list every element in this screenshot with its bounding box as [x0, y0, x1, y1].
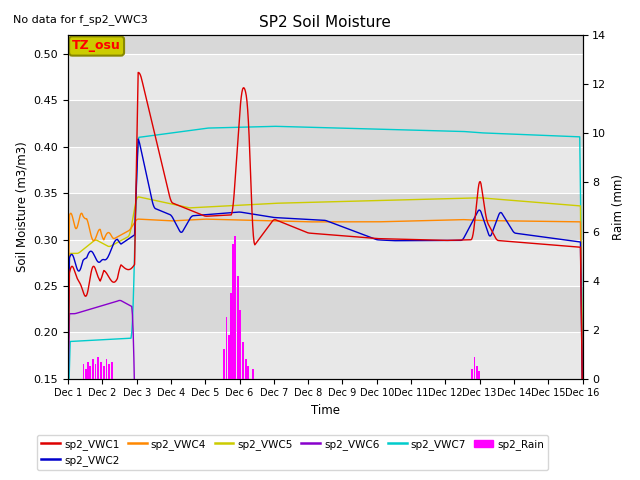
Bar [85, 369, 87, 379]
Bar [87, 361, 89, 379]
Bar [234, 237, 236, 379]
Bar [474, 357, 476, 379]
Bar [83, 364, 84, 379]
Y-axis label: Soil Moisture (m3/m3): Soil Moisture (m3/m3) [15, 142, 28, 273]
Y-axis label: Raim (mm): Raim (mm) [612, 174, 625, 240]
Bar [223, 349, 225, 379]
Bar [244, 359, 246, 379]
Bar [100, 361, 102, 379]
Bar [478, 372, 480, 379]
Bar [97, 357, 99, 379]
Legend: sp2_VWC1, sp2_VWC2, sp2_VWC4, sp2_VWC5, sp2_VWC6, sp2_VWC7, sp2_Rain: sp2_VWC1, sp2_VWC2, sp2_VWC4, sp2_VWC5, … [37, 434, 548, 470]
Bar [228, 335, 230, 379]
Bar [247, 366, 249, 379]
Bar [95, 364, 97, 379]
Bar [92, 359, 93, 379]
Bar [230, 293, 232, 379]
Bar [68, 54, 582, 100]
Bar [68, 240, 582, 286]
X-axis label: Time: Time [311, 404, 340, 417]
Bar [252, 369, 254, 379]
Bar [68, 147, 582, 193]
Bar [242, 342, 244, 379]
Bar [239, 310, 241, 379]
Bar [232, 244, 234, 379]
Bar [237, 276, 239, 379]
Text: No data for f_sp2_VWC3: No data for f_sp2_VWC3 [13, 14, 148, 25]
Bar [106, 359, 108, 379]
Bar [108, 364, 110, 379]
Text: TZ_osu: TZ_osu [72, 39, 121, 52]
Bar [103, 366, 105, 379]
Bar [111, 361, 113, 379]
Bar [90, 366, 92, 379]
Bar [476, 366, 478, 379]
Bar [225, 317, 227, 379]
Bar [68, 332, 582, 379]
Bar [471, 369, 473, 379]
Title: SP2 Soil Moisture: SP2 Soil Moisture [259, 15, 391, 30]
